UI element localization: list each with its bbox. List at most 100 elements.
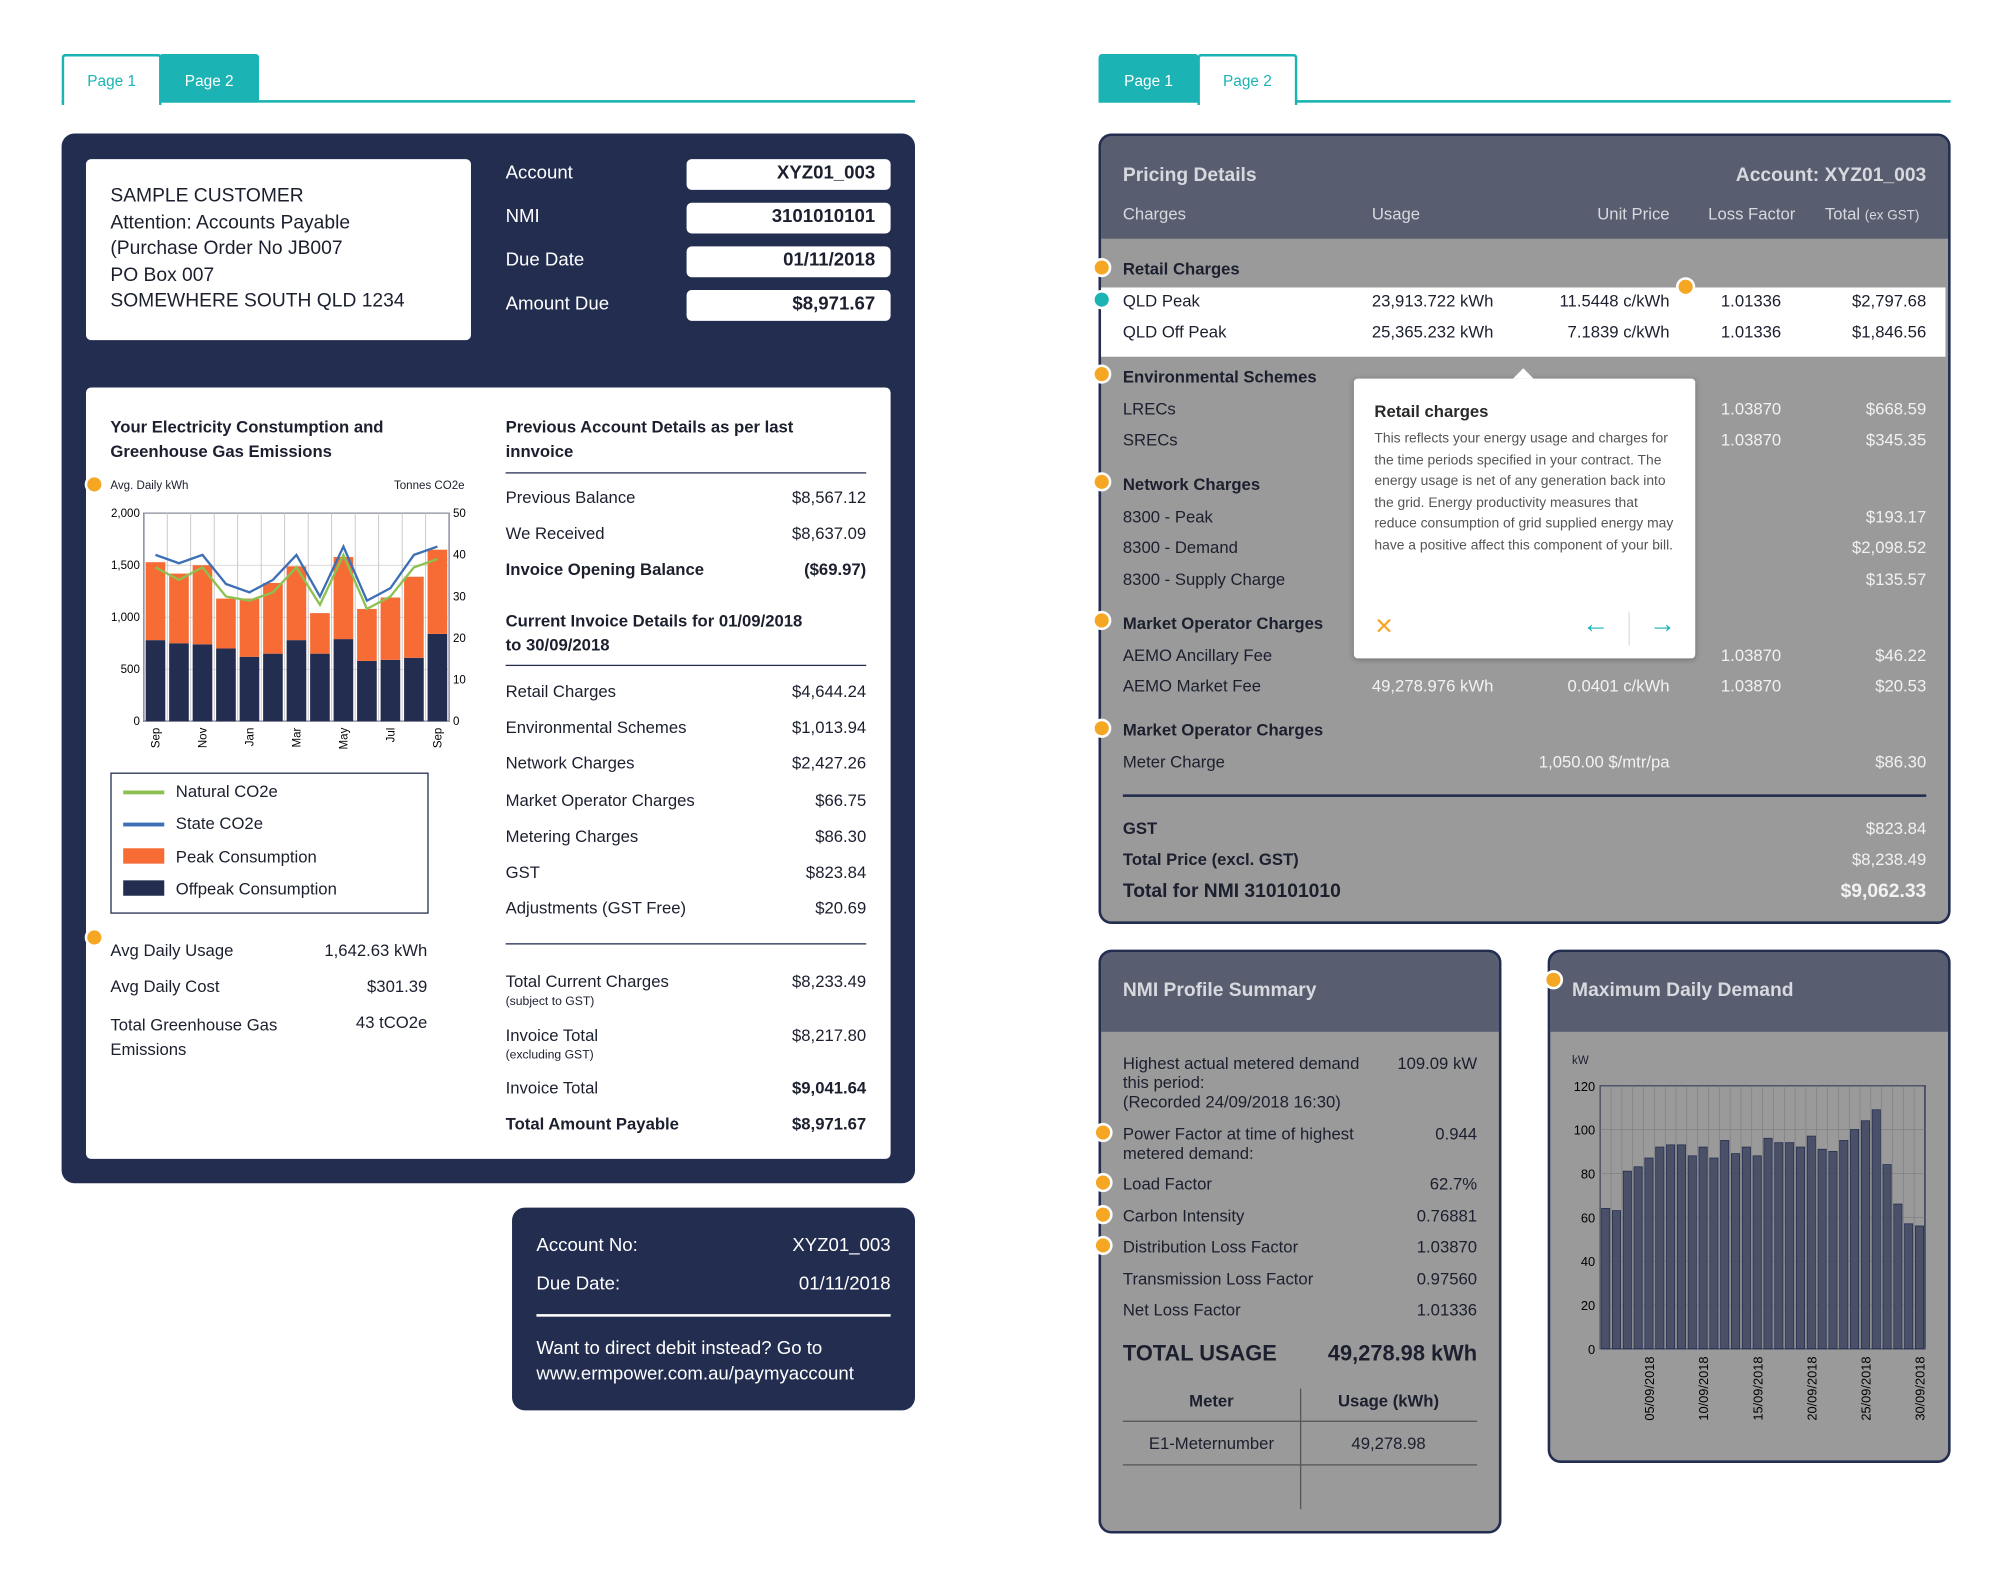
x-tick-label: 30/09/2018 bbox=[1913, 1356, 1928, 1420]
current-charge-value: $20.69 bbox=[815, 898, 867, 918]
info-hotspot[interactable] bbox=[1093, 1172, 1113, 1193]
left-tab-page-1[interactable]: Page 1 bbox=[61, 53, 162, 106]
table-col-divider bbox=[1299, 1388, 1302, 1510]
y-tick-label: 0 bbox=[1588, 1342, 1595, 1357]
info-hotspot[interactable] bbox=[1093, 1122, 1113, 1143]
info-hotspot[interactable] bbox=[1675, 277, 1696, 297]
close-icon[interactable]: ✕ bbox=[1374, 613, 1394, 640]
demand-bar bbox=[1687, 1155, 1697, 1350]
col-charges: Charges bbox=[1122, 204, 1186, 224]
slip-account-value: XYZ01_003 bbox=[792, 1235, 891, 1257]
col-usage: Usage bbox=[1371, 204, 1421, 224]
pricing-row-loss: 1.03870 bbox=[1720, 398, 1782, 418]
col-total: Total (ex GST) bbox=[1825, 204, 1920, 223]
meter-usage: 49,278.98 bbox=[1351, 1433, 1426, 1453]
right-axis-label: Tonnes CO2e bbox=[393, 478, 465, 492]
offpeak-bar bbox=[310, 653, 330, 722]
offpeak-bar bbox=[357, 660, 377, 722]
max-demand-unit: kW bbox=[1572, 1053, 1589, 1067]
col-total-label: Total bbox=[1824, 204, 1861, 224]
pricing-row-total: $668.59 bbox=[1865, 398, 1927, 418]
total-sublabel: (subject to GST) bbox=[505, 994, 595, 1009]
x-tick-label: May bbox=[338, 727, 350, 749]
pricing-row-price: 11.5448 c/kWh bbox=[1559, 290, 1670, 310]
arrow-right-icon[interactable]: → bbox=[1649, 609, 1676, 640]
info-hotspot[interactable] bbox=[1093, 1204, 1113, 1224]
opening-balance-label: Invoice Opening Balance bbox=[505, 559, 705, 579]
direct-debit-link[interactable]: www.ermpower.com.au/paymyaccount bbox=[536, 1364, 854, 1385]
slip-account-label: Account No: bbox=[536, 1235, 638, 1257]
demand-bar bbox=[1698, 1146, 1708, 1350]
current-charge-value: $86.30 bbox=[815, 826, 867, 846]
power-factor-label: Power Factor at time of highest metered … bbox=[1122, 1124, 1354, 1163]
address-line: Attention: Accounts Payable bbox=[110, 211, 351, 233]
peak-bar bbox=[333, 556, 354, 640]
demand-bar bbox=[1720, 1140, 1730, 1350]
previous-balance-value: $8,567.12 bbox=[791, 487, 867, 507]
peak-bar bbox=[239, 598, 260, 657]
offpeak-bar bbox=[333, 639, 354, 722]
y-tick-label: 500 bbox=[121, 664, 140, 676]
info-hotspot[interactable] bbox=[1092, 610, 1112, 631]
pricing-section-title: Environmental Schemes bbox=[1122, 367, 1317, 387]
pricing-section-title: Market Operator Charges bbox=[1122, 719, 1324, 740]
consumption-legend: Natural CO2e State CO2e Peak Consumption… bbox=[110, 772, 429, 914]
pricing-row-total: $193.17 bbox=[1865, 506, 1927, 526]
nmi-profile-value: 1.03870 bbox=[1416, 1237, 1478, 1257]
due-date-value: 01/11/2018 bbox=[686, 246, 891, 278]
info-hotspot-active[interactable] bbox=[1092, 290, 1112, 310]
info-hotspot[interactable] bbox=[1092, 257, 1112, 278]
demand-bar bbox=[1817, 1148, 1827, 1350]
col-loss-factor: Loss Factor bbox=[1708, 204, 1796, 224]
right-tab-page-2[interactable]: Page 2 bbox=[1197, 53, 1298, 106]
current-charge-value: $823.84 bbox=[805, 862, 867, 882]
demand-bar bbox=[1633, 1166, 1643, 1350]
nmi-profile-label: Net Loss Factor bbox=[1122, 1299, 1241, 1320]
peak-bar bbox=[286, 566, 307, 641]
info-hotspot[interactable] bbox=[1092, 472, 1112, 492]
pricing-row-price: 7.1839 c/kWh bbox=[1567, 322, 1670, 342]
tooltip-divider bbox=[1628, 612, 1630, 646]
legend-natural-label: Natural CO2e bbox=[175, 781, 278, 801]
x-tick-label: 25/09/2018 bbox=[1859, 1356, 1874, 1420]
peak-bar bbox=[357, 608, 377, 661]
info-hotspot[interactable] bbox=[1093, 1235, 1113, 1256]
pricing-row-name: 8300 - Peak bbox=[1122, 506, 1213, 526]
address-line: SAMPLE CUSTOMER bbox=[110, 184, 304, 207]
pricing-title: Pricing Details bbox=[1122, 164, 1257, 187]
meter-name: E1-Meternumber bbox=[1148, 1433, 1275, 1453]
nmi-profile-label: Distribution Loss Factor bbox=[1122, 1237, 1299, 1257]
left-tab-page-2[interactable]: Page 2 bbox=[159, 53, 260, 103]
offpeak-bar bbox=[192, 644, 213, 722]
y2-tick-label: 20 bbox=[453, 633, 466, 645]
slip-due-value: 01/11/2018 bbox=[798, 1274, 891, 1295]
demand-bar bbox=[1622, 1170, 1632, 1350]
demand-bar bbox=[1666, 1144, 1676, 1350]
right-tab-page-1[interactable]: Page 1 bbox=[1098, 53, 1199, 103]
pricing-row-price: 0.0401 c/kWh bbox=[1567, 676, 1670, 696]
pricing-row-loss: 1.01336 bbox=[1720, 322, 1782, 342]
total-value: $8,233.49 bbox=[791, 971, 867, 991]
info-hotspot[interactable] bbox=[1092, 364, 1112, 384]
x-tick-label: Mar bbox=[291, 727, 303, 747]
info-hotspot[interactable] bbox=[1543, 970, 1564, 990]
peak-bar bbox=[404, 576, 424, 658]
peak-bar bbox=[216, 598, 236, 649]
pricing-row-name: QLD Peak bbox=[1122, 290, 1200, 310]
current-charge-label: Metering Charges bbox=[505, 826, 639, 846]
demand-bar bbox=[1752, 1155, 1762, 1350]
arrow-left-icon[interactable]: ← bbox=[1582, 609, 1610, 640]
highlight-row-band bbox=[1101, 287, 1946, 357]
pricing-row-total: $2,797.68 bbox=[1852, 290, 1927, 310]
info-hotspot[interactable] bbox=[84, 474, 104, 495]
greenhouse-label-line: Total Greenhouse Gas bbox=[110, 1015, 278, 1035]
current-charge-label: Market Operator Charges bbox=[505, 789, 695, 810]
current-title: Current Invoice Details for 01/09/2018 t… bbox=[506, 608, 803, 657]
legend-state-label: State CO2e bbox=[175, 813, 263, 833]
info-hotspot[interactable] bbox=[84, 927, 104, 948]
x-tick-label: Sep bbox=[150, 728, 162, 749]
demand-bar bbox=[1774, 1142, 1784, 1350]
demand-bar bbox=[1795, 1146, 1806, 1350]
info-hotspot[interactable] bbox=[1092, 718, 1112, 738]
offpeak-bar bbox=[145, 640, 166, 722]
